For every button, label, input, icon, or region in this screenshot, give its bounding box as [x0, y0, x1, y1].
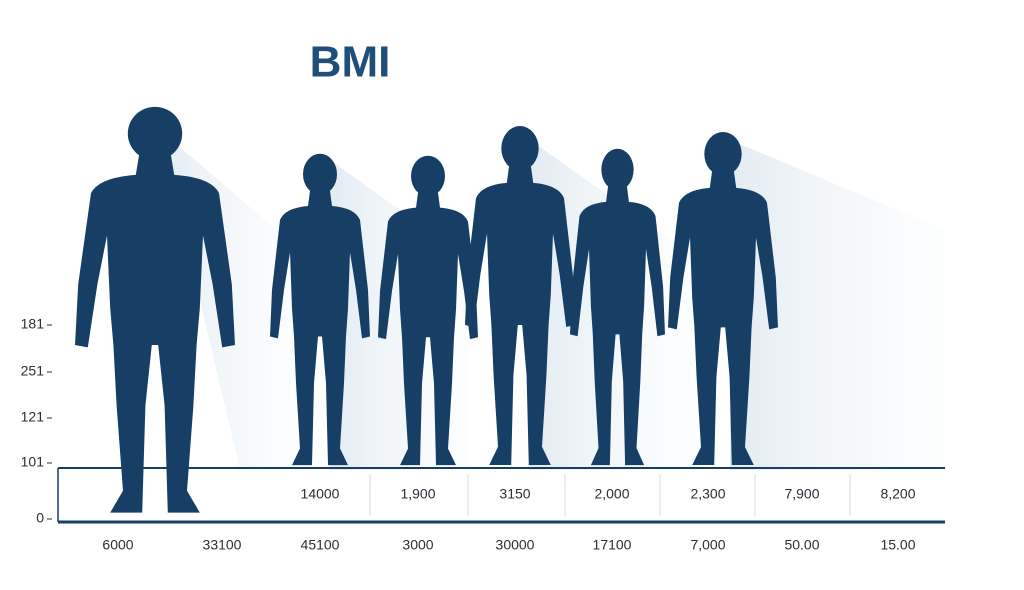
y-label: 251 — [21, 363, 45, 379]
row-value: 8,200 — [880, 486, 915, 502]
row-value: 2,000 — [594, 486, 629, 502]
bottom-label: 50.00 — [784, 537, 819, 553]
row-value: 14000 — [301, 486, 340, 502]
row-value: 7,900 — [784, 486, 819, 502]
y-label: 121 — [21, 409, 45, 425]
bottom-label: 6000 — [102, 537, 133, 553]
labels: 181 251 121 101 0 14000 1,900 3150 2,000 2,300 7,9… — [21, 316, 916, 553]
dividers — [369, 474, 851, 516]
title: BMI — [310, 38, 391, 87]
row-value: 2,300 — [690, 486, 725, 502]
bottom-label: 30000 — [496, 537, 535, 553]
bottom-label: 7,000 — [690, 537, 725, 553]
bottom-label: 3000 — [402, 537, 433, 553]
y-label: 101 — [21, 454, 45, 470]
y-label: 181 — [21, 316, 45, 332]
row-value: 3150 — [499, 486, 530, 502]
row-value: 1,900 — [400, 486, 435, 502]
bottom-label: 15.00 — [880, 537, 915, 553]
bottom-label: 45100 — [301, 537, 340, 553]
bottom-label: 33100 — [203, 537, 242, 553]
bottom-label: 17100 — [593, 537, 632, 553]
y-label: 0 — [36, 510, 44, 526]
table-frame — [57, 467, 945, 524]
